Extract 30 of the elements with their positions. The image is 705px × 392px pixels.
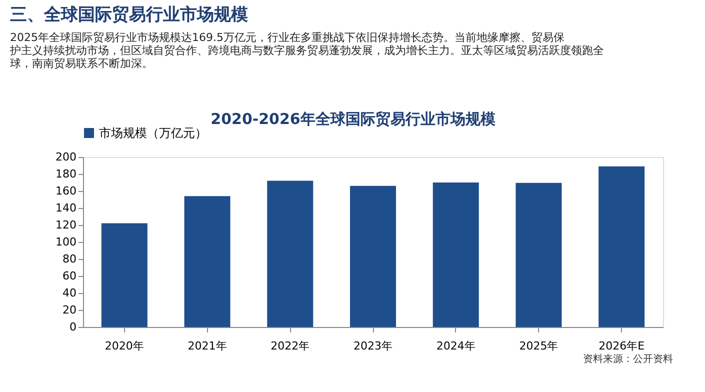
y-tick-label: 60 bbox=[62, 270, 76, 282]
chart-title: 三、全球国际贸易行业市场规模 bbox=[10, 5, 248, 25]
x-tick-label: 2026年E bbox=[598, 340, 645, 352]
y-tick-label: 0 bbox=[70, 320, 76, 334]
bar bbox=[101, 223, 148, 327]
x-tick-label: 2023年 bbox=[354, 340, 392, 352]
bar bbox=[516, 182, 562, 327]
y-tick-label: 20 bbox=[62, 304, 76, 316]
text: 2020-2026年全球国际贸易行业市场规模 bbox=[210, 110, 496, 128]
bar bbox=[267, 180, 314, 327]
bar bbox=[432, 182, 479, 327]
legend-label: 市场规模（万亿元） bbox=[99, 126, 207, 140]
x-tick-label: 2024年 bbox=[436, 340, 476, 352]
y-tick-label: 160 bbox=[56, 184, 76, 198]
x-tick-label: 2020年 bbox=[104, 340, 144, 352]
y-tick-label: 120 bbox=[56, 218, 76, 232]
x-tick-label: 2022年 bbox=[270, 340, 310, 352]
y-tick-label: 40 bbox=[62, 286, 76, 300]
bar bbox=[184, 196, 230, 327]
text: 资料来源：公开资料 bbox=[583, 353, 673, 365]
y-tick-label: 80 bbox=[62, 252, 76, 266]
y-tick-label: 140 bbox=[56, 202, 76, 214]
x-tick-label: 2021年 bbox=[188, 340, 227, 352]
y-tick-label: 180 bbox=[56, 168, 76, 180]
x-tick-label: 2025年 bbox=[519, 340, 558, 352]
chart-subtitle: 2025年全球国际贸易行业市场规模达169.5万亿元，行业在多重挑战下依旧保持增长态势。当前地缘摩擦、贸易保护主义持续扰动市场，但区域自贸合作、跨境电商与数字服务贸易蓬勃发展，成为增长主力。亚太等区域贸易活跃度领跑全球，南南贸易联系不断加深。 bbox=[9, 31, 604, 70]
bar bbox=[350, 186, 396, 327]
y-tick-label: 200 bbox=[56, 150, 76, 164]
bar bbox=[598, 166, 645, 327]
y-tick-label: 100 bbox=[56, 236, 76, 248]
